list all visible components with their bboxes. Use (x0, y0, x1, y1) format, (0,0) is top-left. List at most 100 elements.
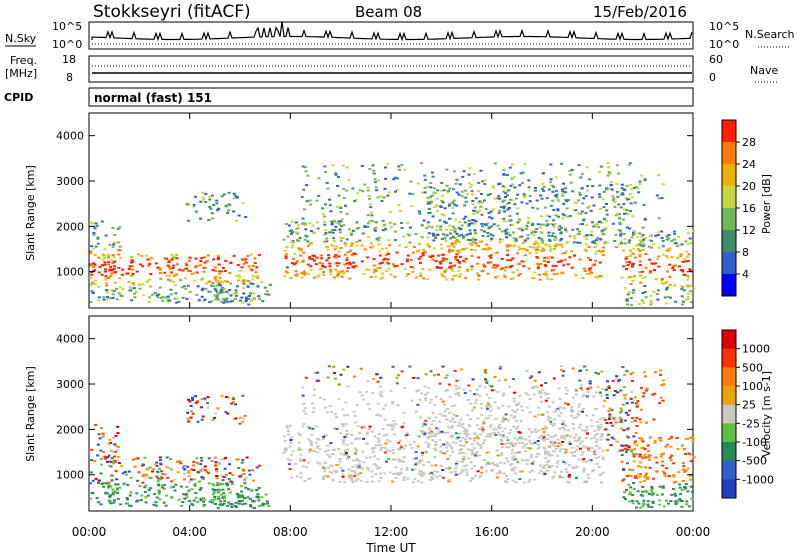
echo-cell (249, 292, 252, 295)
echo-cell (356, 473, 360, 476)
echo-cell (477, 278, 480, 281)
echo-cell (514, 442, 518, 445)
echo-cell (618, 416, 622, 419)
echo-cell (258, 464, 262, 467)
echo-cell (439, 266, 443, 269)
echo-cell (541, 388, 545, 391)
echo-cell (588, 380, 592, 383)
echo-cell (521, 182, 524, 184)
echo-cell (554, 194, 558, 197)
echo-cell (116, 432, 120, 434)
echo-cell (186, 417, 190, 420)
colorbar-tick-label: -25 (742, 417, 760, 430)
echo-cell (206, 402, 209, 405)
echo-cell (264, 293, 268, 296)
echo-cell (113, 234, 117, 236)
echo-cell (392, 178, 396, 181)
echo-cell (421, 430, 425, 433)
echo-cell (457, 394, 461, 397)
echo-cell (408, 192, 412, 195)
echo-cell (369, 206, 373, 209)
echo-cell (324, 232, 328, 234)
echo-cell (111, 474, 114, 477)
echo-cell (645, 421, 648, 424)
echo-cell (358, 460, 361, 463)
echo-cell (540, 241, 544, 244)
echo-cell (102, 485, 105, 488)
echo-cell (605, 209, 609, 212)
echo-cell (193, 484, 197, 487)
echo-cell (107, 481, 111, 484)
echo-cell (554, 245, 558, 248)
echo-cell (457, 261, 461, 264)
echo-cell (111, 262, 115, 265)
echo-cell (103, 248, 107, 251)
echo-cell (298, 458, 302, 461)
echo-cell (339, 220, 343, 223)
echo-cell (429, 186, 433, 189)
echo-cell (243, 502, 247, 505)
echo-cell (638, 303, 641, 305)
station-title: Stokkseyri (fitACF) (93, 2, 251, 22)
echo-cell (631, 499, 634, 502)
echo-cell (128, 494, 132, 497)
echo-cell (381, 427, 385, 430)
echo-cell (454, 384, 458, 387)
echo-cell (567, 475, 571, 478)
echo-cell (558, 476, 562, 478)
echo-cell (517, 431, 521, 433)
echo-cell (345, 443, 349, 446)
echo-cell (345, 259, 349, 262)
echo-cell (105, 291, 109, 294)
echo-cell (554, 434, 558, 437)
echo-cell (346, 458, 349, 461)
echo-cell (190, 502, 194, 505)
echo-cell (339, 271, 343, 274)
echo-cell (208, 301, 212, 304)
x-tick-label: 20:00 (575, 525, 610, 539)
echo-cell (474, 475, 477, 478)
echo-cell (525, 249, 529, 252)
echo-cell (687, 275, 691, 278)
echo-cell (345, 430, 349, 432)
echo-cell (458, 444, 462, 446)
echo-cell (561, 188, 565, 191)
echo-cell (596, 386, 600, 388)
echo-cell (562, 460, 566, 463)
echo-cell (616, 450, 620, 453)
echo-cell (447, 478, 451, 481)
echo-cell (242, 279, 246, 282)
echo-cell (689, 478, 692, 481)
echo-cell (335, 416, 339, 419)
echo-cell (687, 253, 691, 256)
echo-cell (451, 418, 455, 421)
echo-cell (666, 270, 670, 273)
echo-cell (422, 434, 426, 437)
echo-cell (535, 386, 539, 389)
echo-cell (433, 403, 437, 406)
echo-cell (625, 261, 629, 264)
echo-cell (363, 426, 367, 429)
echo-cell (490, 385, 494, 388)
echo-cell (462, 170, 466, 173)
echo-cell (549, 436, 553, 439)
echo-cell (126, 498, 130, 501)
echo-cell (332, 469, 336, 472)
echo-cell (109, 442, 113, 444)
echo-cell (513, 391, 517, 394)
echo-cell (628, 249, 632, 252)
echo-cell (457, 234, 461, 237)
echo-cell (108, 438, 112, 441)
echo-cell (289, 436, 293, 439)
echo-cell (628, 163, 631, 166)
echo-cell (665, 288, 668, 291)
echo-cell (489, 432, 493, 435)
echo-cell (362, 398, 366, 401)
echo-cell (131, 282, 135, 285)
echo-cell (217, 280, 220, 283)
echo-cell (633, 201, 637, 204)
echo-cell (576, 445, 580, 448)
echo-cell (455, 414, 459, 417)
echo-cell (633, 448, 637, 451)
